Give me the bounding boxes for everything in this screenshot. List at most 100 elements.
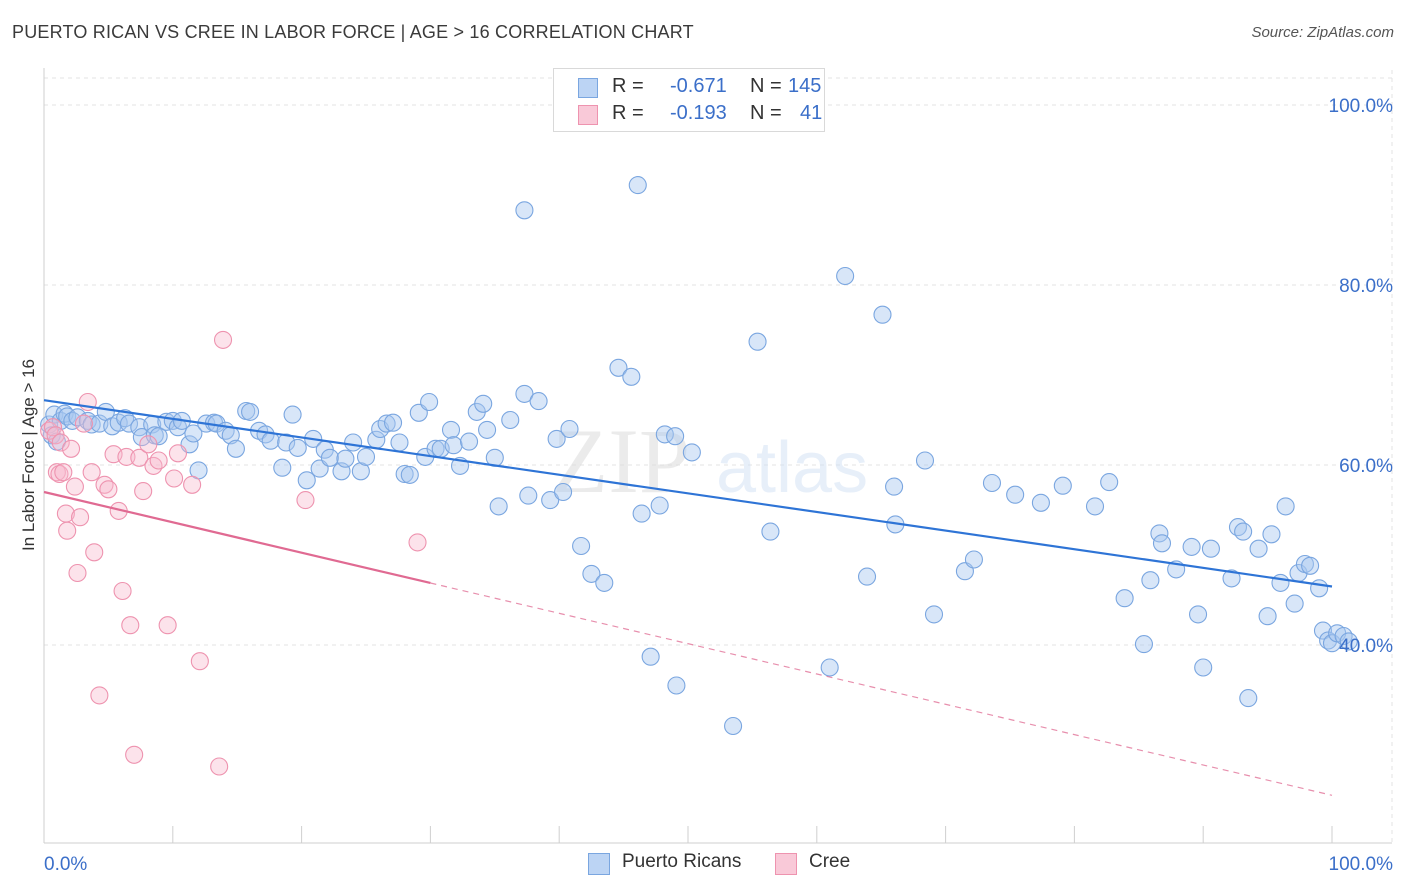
point-cree [51, 433, 70, 452]
y-tick-label: 40.0% [1339, 636, 1393, 657]
point-puerto-rican [915, 451, 935, 470]
point-cree [90, 686, 109, 705]
trend-line-cree [43, 490, 431, 585]
point-cree [134, 482, 153, 501]
point-puerto-rican [356, 447, 376, 466]
point-puerto-rican [641, 647, 660, 666]
stats-legend: R = -0.671 N = 145 R = -0.193 N = 41 [553, 68, 825, 132]
point-puerto-rican [595, 573, 614, 592]
bottom-legend-label: Puerto Ricans [622, 851, 742, 872]
point-puerto-rican [519, 486, 538, 505]
point-puerto-rican [395, 464, 414, 484]
point-puerto-rican [666, 427, 685, 446]
point-puerto-rican [873, 305, 892, 324]
trend-lines [43, 399, 1333, 796]
point-puerto-rican [501, 410, 520, 430]
point-cree [71, 508, 90, 527]
point-puerto-rican [885, 477, 904, 496]
point-cree [183, 475, 202, 494]
point-cree [139, 435, 158, 454]
point-puerto-rican [1031, 493, 1050, 512]
point-puerto-rican [1239, 689, 1258, 708]
chart-title: PUERTO RICAN VS CREE IN LABOR FORCE | AG… [12, 22, 694, 42]
point-puerto-rican [1006, 485, 1025, 504]
point-puerto-rican [1310, 579, 1329, 598]
legend-n-label: N = [750, 75, 782, 97]
point-puerto-rican [1301, 556, 1320, 575]
point-puerto-rican [297, 471, 316, 490]
bottom-legend-swatch-pink [775, 853, 797, 875]
point-puerto-rican [351, 462, 370, 481]
trend-line-puerto-ricans [43, 399, 1333, 588]
series-puerto-ricans [40, 176, 1358, 736]
point-puerto-rican [441, 420, 461, 439]
point-puerto-rican [560, 419, 579, 439]
point-cree [213, 330, 233, 349]
point-cree [210, 757, 229, 776]
point-puerto-rican [390, 433, 409, 452]
point-puerto-rican [724, 716, 743, 736]
point-puerto-rican [628, 176, 647, 195]
point-cree [117, 447, 136, 466]
point-puerto-rican [1188, 605, 1208, 624]
point-puerto-rican [667, 676, 686, 695]
source-credit: Source: ZipAtlas.com [1251, 24, 1394, 41]
y-tick-label: 60.0% [1339, 456, 1393, 477]
point-puerto-rican [547, 429, 566, 448]
point-cree [74, 414, 93, 433]
point-puerto-rican [273, 458, 292, 477]
point-cree [68, 563, 87, 583]
point-puerto-rican [288, 438, 307, 457]
point-puerto-rican [622, 367, 641, 386]
legend-r-label: R = [612, 75, 644, 97]
x-tick-label: 0.0% [44, 854, 87, 875]
point-puerto-rican [344, 433, 363, 452]
point-puerto-rican [761, 522, 780, 541]
point-puerto-rican [1194, 658, 1213, 677]
legend-swatch-pink [578, 105, 598, 125]
point-cree [113, 581, 132, 601]
point-cree [61, 439, 81, 458]
point-puerto-rican [1141, 571, 1160, 590]
point-puerto-rican [529, 392, 548, 411]
trend-line-cree-extension [430, 582, 1333, 796]
legend-swatch-blue [578, 78, 598, 98]
point-cree [149, 451, 168, 470]
point-puerto-rican [63, 411, 82, 430]
point-cree [130, 448, 149, 467]
point-puerto-rican [1085, 497, 1105, 516]
point-puerto-rican [1222, 569, 1241, 588]
point-puerto-rican [1053, 476, 1072, 495]
y-tick-label: 80.0% [1339, 276, 1393, 297]
point-puerto-rican [820, 658, 839, 677]
point-cree [125, 745, 144, 764]
legend-n-value: 145 [788, 75, 822, 97]
point-puerto-rican [478, 420, 497, 439]
point-puerto-rican [320, 448, 339, 467]
tick-labels: 40.0% 60.0% 80.0% 100.0% 0.0% 100.0% [44, 96, 1393, 875]
point-puerto-rican [1182, 537, 1201, 556]
point-puerto-rican [924, 605, 944, 624]
point-puerto-rican [444, 436, 463, 455]
legend-r-value: -0.671 [670, 75, 727, 97]
point-puerto-rican [459, 432, 479, 451]
point-cree [165, 469, 184, 488]
point-puerto-rican [964, 550, 983, 569]
point-puerto-rican [1152, 534, 1172, 553]
point-puerto-rican [1201, 539, 1220, 558]
bottom-legend-label: Cree [809, 851, 851, 872]
point-puerto-rican [383, 413, 403, 432]
point-puerto-rican [420, 392, 439, 412]
axes [43, 68, 1392, 844]
point-cree [190, 652, 209, 671]
point-cree [58, 521, 77, 540]
grid-lines [44, 70, 1393, 843]
point-puerto-rican [1285, 594, 1304, 613]
point-puerto-rican [474, 394, 493, 413]
point-puerto-rican [400, 465, 419, 484]
y-tick-label: 100.0% [1329, 96, 1394, 117]
point-puerto-rican [632, 504, 651, 523]
bottom-legend-swatch-blue [588, 853, 610, 875]
watermark: ZIP atlas [552, 410, 868, 512]
